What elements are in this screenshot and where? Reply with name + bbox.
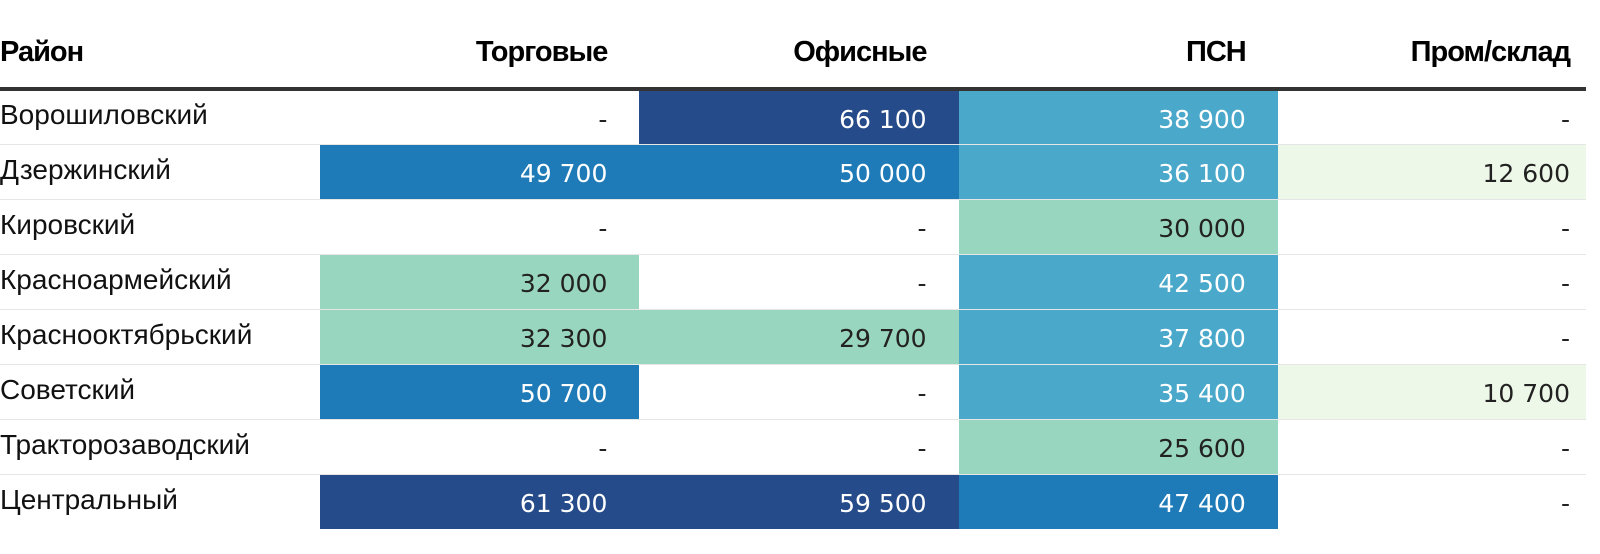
cell-office: 29 700 — [639, 309, 959, 364]
district-name: Центральный — [0, 483, 178, 515]
district-name: Тракторозаводский — [0, 428, 250, 460]
cell-office: - — [917, 379, 927, 408]
cell-psn: 37 800 — [958, 309, 1278, 364]
cell-industrial: - — [1560, 214, 1570, 243]
cell-retail: - — [598, 214, 608, 243]
cell-office: - — [917, 214, 927, 243]
cell-retail: 32 000 — [320, 254, 640, 309]
cell-psn: 30 000 — [958, 199, 1278, 254]
cell-retail: 49 700 — [320, 144, 640, 199]
price-table: Район Торговые Офисные ПСН Пром/склад Во… — [0, 0, 1586, 529]
cell-psn: 35 400 — [958, 364, 1278, 419]
table-row: Краснооктябрьский 32 300 29 700 37 800 - — [0, 309, 1586, 364]
cell-retail: 50 700 — [320, 364, 640, 419]
cell-psn: 42 500 — [958, 254, 1278, 309]
cell-industrial: - — [1560, 324, 1570, 353]
cell-retail: 32 300 — [320, 309, 640, 364]
column-header-retail: Торговые — [320, 0, 640, 91]
district-name: Дзержинский — [0, 153, 171, 185]
table-row: Тракторозаводский - - 25 600 - — [0, 419, 1586, 474]
cell-retail: 61 300 — [320, 474, 640, 529]
table-header: Район Торговые Офисные ПСН Пром/склад — [0, 0, 1586, 91]
district-name: Ворошиловский — [0, 99, 208, 131]
district-name: Кировский — [0, 208, 136, 240]
table-row: Дзержинский 49 700 50 000 36 100 12 600 — [0, 144, 1586, 199]
table-row: Центральный 61 300 59 500 47 400 - — [0, 474, 1586, 529]
table-body: Ворошиловский - 66 100 38 900 - Дзержинский 49… — [0, 89, 1586, 529]
column-header-office: Офисные — [639, 0, 959, 91]
table-row: Ворошиловский - 66 100 38 900 - — [0, 89, 1586, 144]
table-row: Советский 50 700 - 35 400 10 700 — [0, 364, 1586, 419]
column-header-industrial: Пром/склад — [1277, 0, 1586, 91]
cell-psn: 47 400 — [958, 474, 1278, 529]
cell-retail: - — [598, 104, 608, 134]
cell-retail: - — [598, 434, 608, 463]
cell-industrial: - — [1560, 269, 1570, 298]
district-name: Советский — [0, 373, 136, 405]
header-row: Район Торговые Офисные ПСН Пром/склад — [0, 0, 1586, 91]
cell-office: 50 000 — [639, 144, 959, 199]
cell-psn: 36 100 — [958, 144, 1278, 199]
cell-psn: 38 900 — [958, 89, 1278, 144]
district-name: Краснооктябрьский — [0, 318, 253, 350]
column-header-district: Район — [0, 0, 321, 91]
column-header-psn: ПСН — [958, 0, 1278, 91]
cell-industrial: - — [1560, 434, 1570, 463]
cell-psn: 25 600 — [958, 419, 1278, 474]
cell-office: 59 500 — [639, 474, 959, 529]
district-name: Красноармейский — [0, 263, 232, 295]
cell-industrial: 12 600 — [1277, 144, 1586, 199]
cell-industrial: - — [1560, 489, 1570, 519]
cell-office: - — [917, 269, 927, 298]
cell-industrial: - — [1560, 104, 1570, 134]
table-row: Красноармейский 32 000 - 42 500 - — [0, 254, 1586, 309]
cell-industrial: 10 700 — [1277, 364, 1586, 419]
cell-office: - — [917, 434, 927, 463]
table-row: Кировский - - 30 000 - — [0, 199, 1586, 254]
cell-office: 66 100 — [639, 89, 959, 144]
